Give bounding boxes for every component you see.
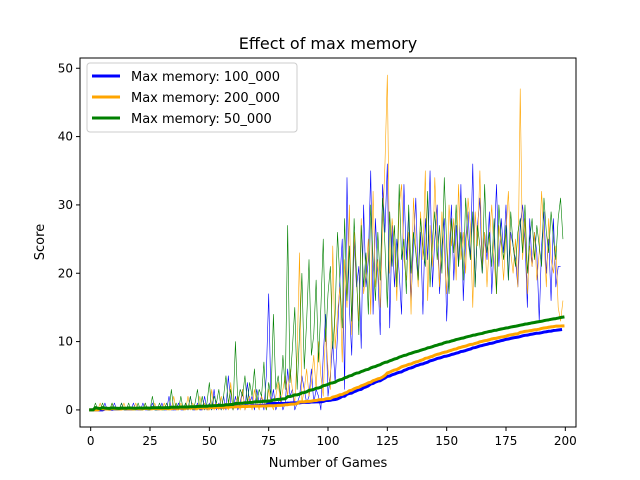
series-lines [89, 74, 565, 412]
legend-label-2: Max memory: 50_000 [131, 112, 272, 127]
y-tick-label: 10 [58, 335, 73, 349]
legend-label-0: Max memory: 100_000 [131, 70, 280, 85]
y-tick-label: 30 [58, 198, 73, 212]
series-mean-line-2 [89, 315, 565, 412]
x-tick-label: 125 [376, 434, 399, 448]
x-tick-label: 25 [142, 434, 157, 448]
x-tick-label: 150 [435, 434, 458, 448]
y-tick-label: 50 [58, 61, 73, 75]
chart-title: Effect of max memory [239, 34, 417, 53]
y-axis-ticks: 0 10 20 30 40 50 [58, 61, 80, 417]
y-tick-label: 0 [65, 403, 73, 417]
x-axis-ticks: 0 25 50 75 100 125 150 175 200 [87, 427, 577, 448]
y-tick-label: 40 [58, 130, 73, 144]
x-tick-label: 75 [261, 434, 276, 448]
x-tick-label: 175 [495, 434, 518, 448]
y-axis-label: Score [33, 224, 48, 260]
x-tick-label: 100 [317, 434, 340, 448]
legend-label-1: Max memory: 200_000 [131, 91, 280, 106]
x-tick-label: 50 [202, 434, 217, 448]
legend-box [86, 62, 298, 133]
x-axis-label: Number of Games [269, 456, 388, 471]
y-tick-label: 20 [58, 266, 73, 280]
x-tick-label: 200 [554, 434, 577, 448]
x-tick-label: 0 [87, 434, 95, 448]
legend: Max memory: 100_000 Max memory: 200_000 Ma… [86, 62, 298, 133]
